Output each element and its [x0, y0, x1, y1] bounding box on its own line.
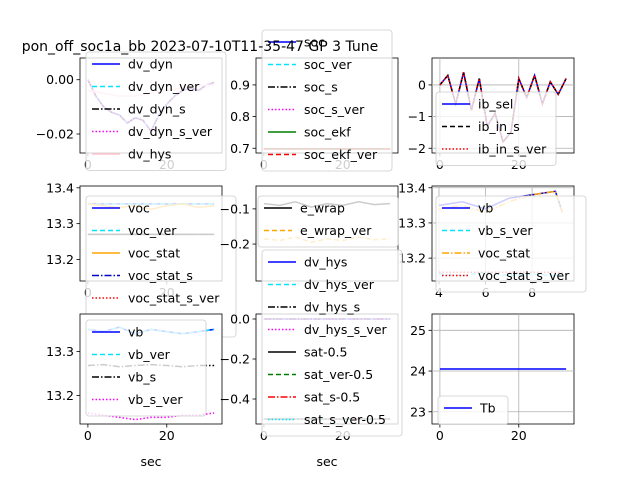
legend-frame	[85, 319, 207, 417]
axes-layer: 0200.00−0.02dv_dyndv_dyn_verdv_dyn_sdv_d…	[36, 29, 587, 469]
panel-p6: 4 6 8 13.4 13.3 13.2 vb vb_s_ver voc_stat voc_sta…	[398, 180, 587, 300]
y-tick-label: 24	[410, 364, 426, 379]
y-tick-label: 23	[410, 404, 426, 419]
y-tick-label: −0.4	[220, 392, 250, 407]
x-tick-label: 0	[436, 428, 444, 443]
x-tick-label: 20	[511, 428, 527, 443]
panel-p2: 0200.70.80.9socsoc_versoc_ssoc_s_versoc_…	[230, 29, 399, 172]
x-tick-label: 0	[84, 428, 92, 443]
legend-entry-soc_ekf: soc_ekf	[304, 125, 351, 140]
legend-frame	[435, 195, 587, 293]
legend-frame	[257, 195, 399, 248]
legend-entry-sat-0.5: sat-0.5	[304, 345, 347, 360]
legend-entry-vb_ver: vb_ver	[128, 347, 171, 362]
legend-entry-voc_stat_s: voc_stat_s	[128, 268, 193, 283]
legend-frame	[85, 51, 227, 171]
y-tick-label: 13.2	[46, 252, 74, 267]
legend-entry-voc_stat_s_ver: voc_stat_s_ver	[128, 291, 220, 306]
legend: dv_dyn dv_dyn_ver dv_dyn_s dv_dyn_s_ver dv_h…	[85, 51, 227, 171]
legend-entry-ib_sel: ib_sel	[478, 97, 513, 112]
legend-entry-ib_in_s: ib_in_s	[478, 119, 520, 134]
y-tick-label: 25	[410, 323, 426, 338]
y-tick-label: −0.2	[220, 352, 250, 367]
legend-entry-soc_ver: soc_ver	[304, 57, 352, 72]
x-axis-label: sec	[316, 454, 337, 469]
legend-entry-vb_s_ver: vb_s_ver	[128, 392, 183, 407]
figure-suptitle: pon_off_soc1a_bb 2023-07-10T11-35-47 GP …	[22, 39, 379, 55]
legend: ib_sel ib_in_s ib_in_s_ver	[435, 91, 557, 166]
y-tick-label: −0.02	[36, 127, 74, 142]
y-tick-label: 13.4	[46, 180, 74, 195]
legend-frame	[437, 395, 509, 425]
legend-entry-dv_hys_s: dv_hys_s	[304, 300, 360, 315]
legend: vb vb_ver vb_s vb_s_ver	[85, 319, 207, 417]
legend-entry-vb_s: vb_s	[128, 370, 156, 385]
legend-entry-dv_dyn_s: dv_dyn_s	[128, 102, 186, 117]
y-tick-label: −0.1	[220, 201, 250, 216]
y-tick-label: 13.3	[398, 215, 426, 230]
y-tick-label: 0.9	[230, 77, 250, 92]
y-tick-label: −1	[408, 109, 426, 124]
legend-entry-sat_ver-0.5: sat_ver-0.5	[304, 367, 373, 382]
legend-entry-e_wrap_ver: e_wrap_ver	[300, 223, 372, 238]
legend-entry-dv_hys_ver: dv_hys_ver	[304, 277, 375, 292]
legend: e_wrap e_wrap_ver	[257, 195, 399, 248]
x-tick-label: 8	[528, 285, 536, 300]
y-tick-label: −0.2	[220, 237, 250, 252]
y-tick-label: 0.7	[230, 141, 250, 156]
legend-entry-sat_s_ver-0.5: sat_s_ver-0.5	[304, 412, 386, 427]
panel-p8: 0200.0−0.2−0.4secdv_hysdv_hys_verdv_hys_…	[220, 249, 403, 469]
x-tick-label: 6	[482, 285, 490, 300]
x-tick-label: 20	[159, 428, 175, 443]
legend-entry-voc: voc	[128, 201, 150, 216]
x-tick-label: 4	[435, 285, 443, 300]
y-tick-label: 0.0	[230, 312, 250, 327]
y-tick-label: 13.2	[398, 251, 426, 266]
legend: Tb	[437, 395, 509, 425]
legend-frame	[261, 249, 403, 437]
legend-entry-dv_hys: dv_hys	[128, 147, 171, 162]
legend-frame	[435, 91, 557, 166]
legend-entry-e_wrap: e_wrap	[300, 201, 345, 216]
y-tick-label: 0	[418, 77, 426, 92]
y-tick-label: −2	[408, 141, 426, 156]
panel-p7: 0 20 13.3 13.2 sec vb vb_ver vb_s vb_s_ver	[46, 313, 223, 469]
legend-entry-dv_hys: dv_hys	[304, 255, 347, 270]
legend-entry-dv_hys_s_ver: dv_hys_s_ver	[304, 322, 388, 337]
legend-entry-dv_dyn_ver: dv_dyn_ver	[128, 79, 200, 94]
legend-entry-soc_ekf_ver: soc_ekf_ver	[304, 147, 378, 162]
legend-entry-voc_stat_s_ver: voc_stat_s_ver	[478, 268, 570, 283]
y-tick-label: 13.4	[398, 180, 426, 195]
legend-entry-soc: soc	[304, 35, 325, 50]
legend-entry-voc_ver: voc_ver	[128, 223, 177, 238]
legend: soc soc_ver soc_s soc_s_ver soc_ekf soc_ekf_v…	[261, 29, 393, 172]
legend-entry-voc_stat: voc_stat	[478, 246, 530, 261]
legend-entry-Tb: Tb	[479, 401, 496, 416]
legend-entry-vb: vb	[128, 325, 143, 340]
y-tick-label: 13.3	[46, 216, 74, 231]
legend-entry-voc_stat: voc_stat	[128, 246, 180, 261]
y-tick-label: 13.2	[46, 388, 74, 403]
y-tick-label: 13.3	[46, 344, 74, 359]
legend-entry-dv_dyn: dv_dyn	[128, 57, 173, 72]
legend-entry-vb: vb	[478, 201, 493, 216]
panel-p1: 0200.00−0.02dv_dyndv_dyn_verdv_dyn_sdv_d…	[36, 51, 227, 172]
legend-entry-sat_s-0.5: sat_s-0.5	[304, 390, 360, 405]
legend-entry-soc_s: soc_s	[304, 80, 338, 95]
y-tick-label: 0.00	[46, 72, 74, 87]
legend: vb vb_s_ver voc_stat voc_stat_s_ver	[435, 195, 587, 293]
legend-entry-dv_dyn_s_ver: dv_dyn_s_ver	[128, 124, 213, 139]
legend-entry-vb_s_ver: vb_s_ver	[478, 223, 533, 238]
x-axis-label: sec	[140, 454, 161, 469]
y-tick-label: 0.8	[230, 109, 250, 124]
panel-p9: 0 20 25 24 23 Tb	[410, 313, 575, 443]
legend-entry-soc_s_ver: soc_s_ver	[304, 102, 365, 117]
legend-entry-ib_in_s_ver: ib_in_s_ver	[478, 142, 547, 157]
legend: dv_hys dv_hys_ver dv_hys_s dv_hys_s_ver sat-…	[261, 249, 403, 437]
